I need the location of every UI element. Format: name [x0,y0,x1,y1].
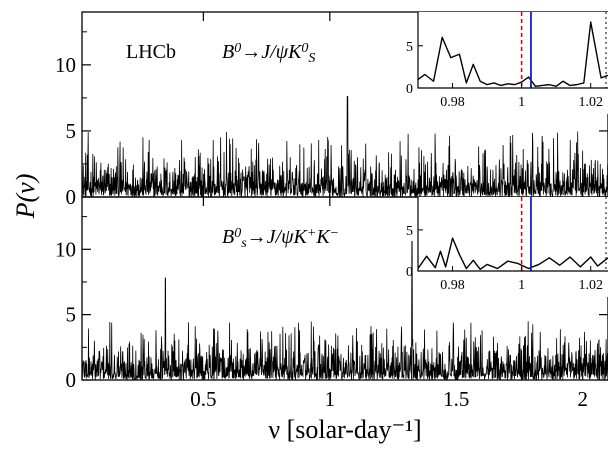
inset-x-tick-label: 1.02 [578,278,603,293]
decay-label-part: K [315,226,331,248]
inset-x-tick-label: 1 [518,278,525,293]
decay-label-part: →J/ψK [247,226,309,248]
inset-background [418,12,608,114]
decay-label-part: s [241,236,247,251]
inset-y-tick-label: 5 [406,40,413,55]
y-tick-label: 0 [66,368,77,392]
inset-x-tick-label: 0.98 [440,95,465,110]
decay-label-part: S [308,51,315,66]
x-tick-label: 2 [577,387,588,411]
decay-label-part: 0 [234,226,241,241]
inset-y-tick-label: 5 [406,224,413,239]
plot-frame-bottom [81,196,608,381]
inset-top: 0 5 0.98 1 1.02 [406,12,608,114]
decay-label-part: 0 [301,41,308,56]
x-tick-label: 1.5 [443,387,469,411]
decay-label-part: + [307,226,316,241]
x-tick-label: 0.5 [190,387,216,411]
x-axis-title: ν [solar-day⁻¹] [268,415,421,444]
y-tick-label: 10 [55,237,76,261]
y-tick-label: 0 [66,185,77,209]
inset-trace [417,21,608,88]
decay-label-part: B [222,41,234,63]
y-tick-label: 5 [66,303,77,327]
decay-label: B0s→J/ψK+K− [222,226,339,251]
periodogram-trace-bottom [81,241,608,382]
decay-label-part: B [222,226,234,248]
decay-label-part: 0 [234,41,241,56]
experiment-label: LHCb [126,41,176,63]
inset-y-tick-label: 0 [406,265,413,280]
decay-label-part: − [330,226,339,241]
inset-trace [417,237,608,271]
x-tick-label: 1 [325,387,336,411]
y-axis-title: P(ν) [11,174,40,220]
periodogram-trace-top [81,96,608,198]
inset-bottom: 0 5 0.98 1 1.02 [406,197,608,297]
y-tick-label: 10 [55,53,76,77]
inset-x-tick-label: 1 [518,95,525,110]
decay-label: B0→J/ψK0S [222,41,315,66]
inset-x-tick-label: 0.98 [440,278,465,293]
inset-background [418,197,608,297]
decay-label-part: →J/ψK [241,41,303,63]
inset-x-tick-label: 1.02 [578,95,603,110]
inset-y-tick-label: 0 [406,82,413,97]
y-tick-label: 5 [66,119,77,143]
